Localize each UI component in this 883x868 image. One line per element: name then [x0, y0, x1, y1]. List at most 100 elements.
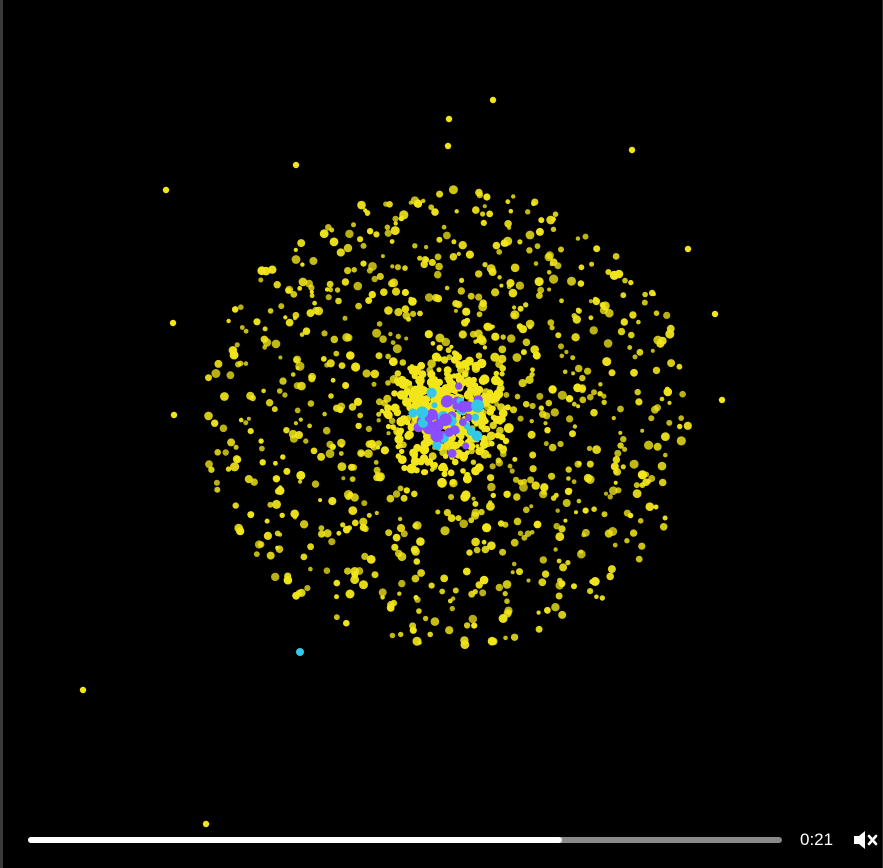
particle: [656, 339, 665, 348]
particle: [525, 375, 534, 384]
particle: [427, 359, 436, 369]
particle: [566, 476, 571, 481]
particle: [246, 416, 251, 421]
particle: [551, 216, 556, 222]
particle: [534, 277, 544, 287]
particle: [390, 340, 396, 345]
particle: [329, 227, 335, 233]
particle: [444, 285, 450, 291]
particle: [496, 443, 504, 450]
particle: [624, 538, 630, 544]
particle-core: [461, 371, 469, 378]
particle: [422, 615, 429, 622]
particle: [326, 280, 334, 288]
particle: [527, 476, 535, 484]
particle: [544, 606, 551, 614]
particle-core-colored: [432, 440, 442, 450]
particle-core: [498, 408, 508, 418]
particle: [278, 532, 283, 537]
particle-outlier: [169, 319, 177, 327]
particle: [385, 380, 391, 386]
particle: [603, 491, 609, 496]
particle: [581, 532, 586, 538]
particle: [337, 462, 347, 471]
particle: [234, 342, 240, 348]
particle: [400, 530, 408, 538]
particle-core: [413, 385, 420, 392]
particle: [599, 595, 605, 601]
particle: [355, 302, 362, 310]
particle: [376, 418, 381, 423]
particle: [475, 581, 483, 589]
particle: [511, 194, 516, 199]
particle: [312, 300, 317, 306]
particle: [307, 400, 315, 407]
particle-core: [415, 396, 426, 406]
particle-core: [465, 378, 475, 389]
particle-core: [459, 452, 469, 461]
particle: [309, 293, 315, 299]
particle: [577, 280, 585, 287]
particle: [343, 619, 350, 627]
particle: [387, 601, 395, 609]
particle: [359, 517, 368, 526]
speaker-muted-icon[interactable]: [852, 828, 878, 852]
particle: [627, 345, 633, 350]
particle: [397, 485, 404, 492]
particle: [330, 335, 339, 344]
particle: [637, 518, 644, 524]
particle: [500, 450, 507, 458]
particle: [273, 281, 281, 289]
particle: [555, 332, 562, 339]
particle: [530, 367, 535, 373]
particle: [612, 456, 621, 464]
particle: [480, 219, 487, 226]
particle: [360, 242, 367, 249]
particle: [365, 297, 373, 304]
particle: [424, 293, 434, 302]
particle: [370, 443, 378, 451]
particle: [276, 388, 283, 394]
particle: [526, 578, 531, 583]
particle: [263, 531, 272, 541]
particle: [388, 331, 393, 337]
particle: [304, 585, 311, 592]
particle: [262, 326, 268, 332]
particle: [441, 337, 451, 347]
particle-outlier: [711, 310, 719, 318]
particle: [543, 441, 549, 447]
particle: [416, 608, 422, 614]
particle: [275, 486, 285, 496]
particle: [388, 417, 396, 424]
particle: [623, 509, 631, 517]
particle-core: [460, 359, 470, 369]
particle: [559, 298, 564, 304]
particle: [452, 587, 459, 594]
particle: [490, 492, 496, 499]
particle-core: [441, 471, 448, 478]
particle: [653, 442, 662, 451]
particle: [413, 558, 421, 565]
particle: [609, 486, 618, 496]
particle: [589, 261, 595, 267]
particle: [413, 595, 419, 600]
particle: [471, 496, 476, 501]
particle: [620, 292, 627, 299]
particle: [661, 432, 670, 441]
particle: [428, 258, 436, 267]
particle: [371, 275, 378, 283]
progress-bar[interactable]: [28, 837, 782, 843]
particle: [417, 640, 422, 645]
particle: [463, 622, 471, 629]
particle: [370, 369, 380, 379]
particle: [456, 251, 461, 256]
particle: [417, 255, 423, 261]
particle: [549, 258, 558, 267]
particle: [348, 403, 357, 411]
particle: [602, 357, 612, 367]
particle-core: [483, 425, 491, 433]
particle: [513, 517, 522, 526]
particle: [386, 431, 391, 436]
